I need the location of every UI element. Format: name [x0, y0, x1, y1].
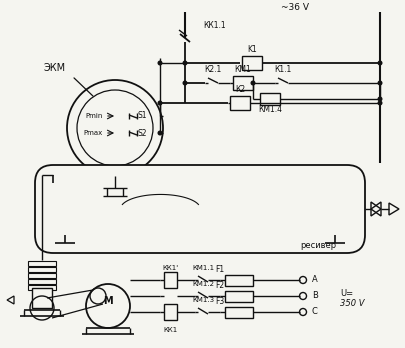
Text: C: C: [312, 308, 318, 316]
Circle shape: [251, 81, 255, 85]
Circle shape: [378, 101, 382, 105]
Text: К2.1: К2.1: [205, 65, 222, 74]
Circle shape: [158, 131, 162, 135]
Text: ~36 V: ~36 V: [281, 3, 309, 13]
Circle shape: [300, 293, 307, 300]
Bar: [230, 96, 250, 110]
Text: КК1.1: КК1.1: [203, 22, 226, 31]
Bar: [28, 279, 56, 284]
Bar: [28, 261, 56, 266]
Circle shape: [183, 81, 187, 85]
Bar: [32, 288, 52, 308]
Text: F3: F3: [215, 298, 224, 307]
Text: КМ1.1: КМ1.1: [192, 265, 214, 271]
FancyBboxPatch shape: [35, 165, 365, 253]
Text: Pmax: Pmax: [84, 130, 103, 136]
Circle shape: [378, 61, 382, 65]
Circle shape: [300, 277, 307, 284]
Text: 350 V: 350 V: [340, 300, 364, 308]
Text: КК1': КК1': [162, 265, 178, 271]
Text: КМ1.3: КМ1.3: [192, 297, 214, 303]
Text: K1: K1: [247, 46, 257, 55]
Text: ЭКМ: ЭКМ: [44, 63, 66, 73]
Circle shape: [378, 81, 382, 85]
Bar: [242, 56, 262, 70]
Circle shape: [300, 308, 307, 316]
Text: F2: F2: [215, 282, 224, 291]
Bar: [164, 304, 177, 320]
Circle shape: [183, 61, 187, 65]
Bar: [28, 285, 56, 290]
Bar: [225, 291, 253, 301]
Text: A: A: [312, 276, 318, 285]
Circle shape: [86, 284, 130, 328]
Text: К2: К2: [235, 86, 245, 95]
Text: B: B: [312, 292, 318, 301]
Text: U=: U=: [340, 288, 353, 298]
Text: К1.1: К1.1: [274, 65, 292, 74]
Circle shape: [158, 61, 162, 65]
Text: S2: S2: [137, 128, 147, 137]
Text: КМ1.2: КМ1.2: [192, 281, 214, 287]
Bar: [225, 275, 253, 285]
Bar: [233, 76, 253, 90]
Bar: [28, 267, 56, 272]
Circle shape: [378, 97, 382, 101]
Text: ресивер: ресивер: [300, 240, 336, 250]
Bar: [260, 93, 280, 105]
Circle shape: [158, 101, 162, 105]
Text: КК1: КК1: [163, 327, 177, 333]
Text: КМ1: КМ1: [234, 65, 252, 74]
Bar: [28, 273, 56, 278]
Text: M: M: [103, 296, 113, 306]
Text: S1: S1: [137, 111, 147, 120]
Text: Pmin: Pmin: [85, 113, 103, 119]
Bar: [225, 307, 253, 317]
Bar: [164, 272, 177, 288]
Text: F1: F1: [215, 266, 224, 275]
Text: КМ1.4: КМ1.4: [258, 105, 282, 114]
